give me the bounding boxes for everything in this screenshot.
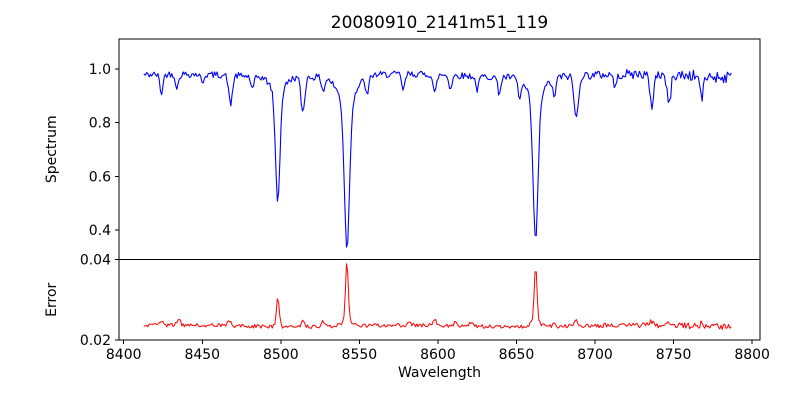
x-tick-label: 8750 <box>656 347 692 363</box>
y-tick-label: 0.04 <box>80 253 111 269</box>
axis-ticks <box>115 68 753 344</box>
x-tick-label: 8650 <box>499 347 535 363</box>
x-tick-label: 8500 <box>263 347 299 363</box>
chart-title: 20080910_2141m51_119 <box>331 13 548 33</box>
x-tick-label: 8800 <box>734 347 770 363</box>
axis-tick-labels: 8400 8450 8500 8550 8600 8650 8700 8750 8800 0.4 0… <box>80 62 770 363</box>
spectrum-y-axis-label: Spectrum <box>44 115 60 183</box>
x-tick-label: 8700 <box>577 347 613 363</box>
error-series-line <box>143 263 732 330</box>
x-axis-label: Wavelength <box>398 365 481 381</box>
x-tick-label: 8400 <box>106 347 142 363</box>
y-tick-label: 0.8 <box>89 116 111 132</box>
y-tick-label: 0.6 <box>89 169 111 185</box>
x-tick-label: 8450 <box>184 347 220 363</box>
y-tick-label: 0.4 <box>89 223 111 239</box>
x-tick-label: 8550 <box>342 347 378 363</box>
y-tick-label: 1.0 <box>89 62 111 78</box>
x-tick-label: 8600 <box>420 347 456 363</box>
y-tick-label: 0.02 <box>80 333 111 349</box>
error-panel-frame <box>118 259 761 341</box>
error-y-axis-label: Error <box>44 282 60 316</box>
spectrum-series-line <box>143 69 732 248</box>
